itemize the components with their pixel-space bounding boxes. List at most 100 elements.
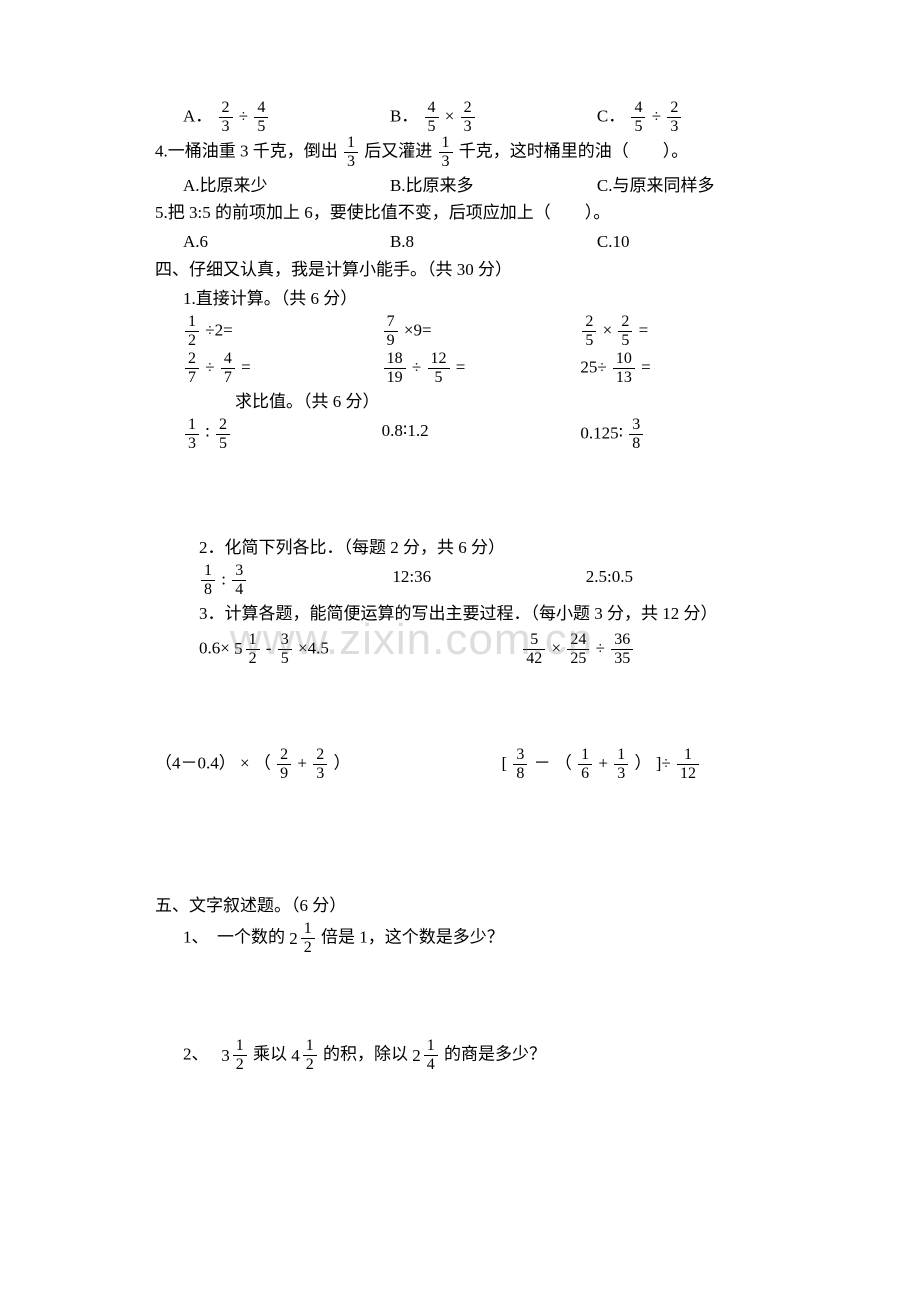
mixed-number: 412	[291, 1038, 319, 1073]
fraction: 45	[425, 100, 439, 135]
text: +	[598, 753, 608, 772]
eq: =	[456, 357, 466, 376]
fraction: 47	[221, 351, 235, 386]
q5-opt-c: C.10	[597, 228, 785, 255]
text: 的积，除以	[323, 1044, 408, 1063]
fraction: 13	[439, 135, 453, 170]
text: 的商是多少？	[444, 1044, 546, 1063]
q4-opt-a: A.比原来少	[183, 172, 390, 199]
op: ÷	[652, 106, 661, 125]
text: 0.125∶	[580, 424, 623, 443]
fraction: 16	[578, 747, 592, 782]
mixed-number: 212	[289, 921, 317, 956]
mixed-number: 312	[221, 1038, 249, 1073]
fraction: 45	[254, 100, 268, 135]
q5-opt-b: B.8	[390, 228, 597, 255]
op: ÷	[596, 638, 605, 657]
fraction: 38	[629, 417, 643, 452]
fraction: 79	[384, 314, 398, 349]
ratio-item: 0.8∶1.2	[382, 417, 581, 452]
simplify-item: 12:36	[392, 563, 585, 598]
text: 0.6×	[199, 638, 230, 657]
q4-opt-c: C.与原来同样多	[597, 172, 785, 199]
text: 乘以	[253, 1044, 287, 1063]
fraction: 25	[216, 417, 230, 452]
q4-options: A.比原来少 B.比原来多 C.与原来同样多	[155, 172, 785, 199]
text: ） ]÷	[635, 753, 671, 772]
calc-row-2: 27 ÷ 47 = 1819 ÷ 125 = 25÷ 1013 =	[155, 351, 785, 386]
q3-opt-c: C． 45 ÷ 23	[597, 100, 785, 135]
text: ）	[333, 753, 350, 772]
fraction: 38	[513, 747, 527, 782]
simplify-item: 18 : 34	[199, 563, 392, 598]
fraction: 2425	[567, 632, 589, 667]
calc-item: 1819 ÷ 125 =	[382, 351, 581, 386]
q5-options: A.6 B.8 C.10	[155, 228, 785, 255]
fraction: 12	[185, 314, 199, 349]
fraction: 18	[201, 563, 215, 598]
colon: ∶	[205, 424, 209, 443]
fraction: 29	[277, 747, 291, 782]
ratio-item: 13 ∶ 25	[183, 417, 382, 452]
text: 倍是 1，这个数是多少？	[321, 927, 504, 946]
fraction: 45	[631, 100, 645, 135]
calc-expr: [ 38 － （ 16 + 13 ） ]÷ 112	[502, 747, 786, 782]
eq: =	[641, 357, 651, 376]
fraction: 13	[185, 417, 199, 452]
q3-opt-b: B． 45 × 23	[390, 100, 597, 135]
text: 4.一桶油重 3 千克，倒出	[155, 141, 338, 160]
fraction: 34	[232, 563, 246, 598]
op: ÷	[412, 357, 421, 376]
sec4-sub1: 1.直接计算。（共 6 分）	[155, 285, 785, 312]
fraction: 27	[185, 351, 199, 386]
calc-item: 79 ×9=	[382, 314, 581, 349]
fraction: 112	[677, 747, 699, 782]
q3-opt-a: A． 23 ÷ 45	[183, 100, 390, 135]
fraction: 1013	[613, 351, 635, 386]
text: 1、 一个数的	[183, 927, 285, 946]
fraction: 23	[219, 100, 233, 135]
calc-expr: （4－0.4） × （ 29 + 23 ）	[155, 747, 502, 782]
fraction: 23	[313, 747, 327, 782]
fraction: 23	[667, 100, 681, 135]
text: 25÷	[580, 357, 606, 376]
fraction: 1819	[384, 351, 406, 386]
eq: =	[241, 357, 251, 376]
opt-label: B．	[390, 106, 418, 125]
eq: =	[639, 320, 649, 339]
text: － （	[534, 753, 572, 772]
sec4-sub3: 3．计算各题，能简便运算的写出主要过程．（每小题 3 分，共 12 分）	[155, 600, 785, 627]
text: ×4.5	[298, 638, 329, 657]
op: ÷	[205, 357, 214, 376]
sec4-title: 四、仔细又认真，我是计算小能手。（共 30 分）	[155, 256, 785, 283]
q5-stem: 5.把 3:5 的前项加上 6，要使比值不变，后项应加上（ ）。	[155, 199, 785, 226]
fraction: 25	[618, 314, 632, 349]
q3-options: A． 23 ÷ 45 B． 45 × 23 C． 45 ÷ 23	[155, 100, 785, 135]
fraction: 13	[344, 135, 358, 170]
op: ×	[445, 106, 455, 125]
sec5-q1: 1、 一个数的 212 倍是 1，这个数是多少？	[155, 921, 785, 956]
text: [	[502, 753, 508, 772]
mixed-number: 214	[412, 1038, 440, 1073]
fraction: 3635	[611, 632, 633, 667]
opt-label: A．	[183, 106, 212, 125]
op: ÷	[239, 106, 248, 125]
text: ×9=	[404, 320, 432, 339]
calc3-row1: 0.6× 512 - 35 ×4.5 542 × 2425 ÷ 3635	[155, 632, 785, 667]
calc-expr: 0.6× 512 - 35 ×4.5	[199, 632, 521, 667]
text: +	[297, 753, 307, 772]
sub-ratio-title: 求比值。（共 6 分）	[155, 388, 785, 415]
fraction: 13	[614, 747, 628, 782]
q4-stem: 4.一桶油重 3 千克，倒出 13 后又灌进 13 千克，这时桶里的油（ ）。	[155, 135, 785, 170]
fraction: 542	[523, 632, 545, 667]
calc-item: 12 ÷2=	[183, 314, 382, 349]
opt-label: C．	[597, 106, 625, 125]
text: 千克，这时桶里的油（ ）。	[459, 141, 689, 160]
calc-expr: 542 × 2425 ÷ 3635	[521, 632, 785, 667]
fraction: 25	[582, 314, 596, 349]
simplify-item: 2.5:0.5	[586, 563, 779, 598]
op: ×	[552, 638, 562, 657]
fraction: 23	[461, 100, 475, 135]
fraction: 35	[278, 632, 292, 667]
sec5-title: 五、文字叙述题。（6 分）	[155, 892, 785, 919]
